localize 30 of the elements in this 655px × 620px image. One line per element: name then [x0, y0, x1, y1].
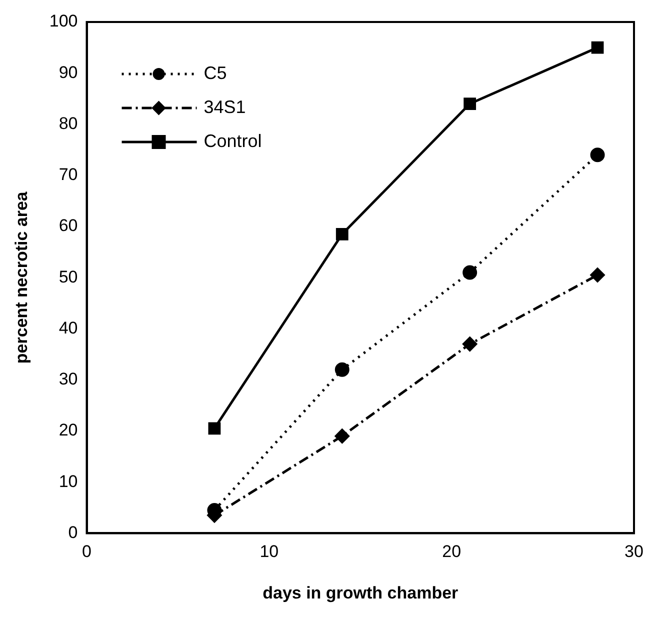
y-tick-label: 60 [58, 216, 78, 236]
point [462, 265, 478, 280]
point [590, 268, 605, 282]
y-axis-title: percent necrotic area [12, 191, 31, 364]
y-tick-label: 50 [58, 267, 78, 286]
x-tick-label: 10 [260, 542, 279, 562]
point [208, 422, 221, 435]
y-tick-label: 10 [58, 472, 78, 491]
point [334, 362, 350, 377]
x-tick-label: 0 [82, 542, 92, 562]
legend-label: Control [204, 130, 262, 151]
x-tick-label: 20 [442, 542, 462, 562]
y-tick-label: 20 [58, 420, 78, 440]
y-tick-label: 90 [58, 62, 78, 82]
x-tick-label: 30 [624, 542, 644, 562]
point [462, 336, 478, 352]
x-axis-title: days in growth chamber [262, 583, 459, 602]
point [336, 228, 348, 240]
point [590, 148, 605, 162]
legend-label: 34S1 [204, 96, 246, 117]
y-tick-label: 0 [68, 522, 78, 542]
point [334, 428, 350, 444]
y-tick-label: 80 [58, 114, 78, 133]
y-tick-label: 40 [58, 318, 78, 338]
legend-label: C5 [204, 62, 227, 83]
point [591, 41, 604, 54]
y-tick-label: 100 [49, 12, 78, 31]
y-tick-label: 30 [58, 370, 78, 389]
point [464, 98, 476, 110]
y-tick-label: 70 [58, 165, 78, 184]
